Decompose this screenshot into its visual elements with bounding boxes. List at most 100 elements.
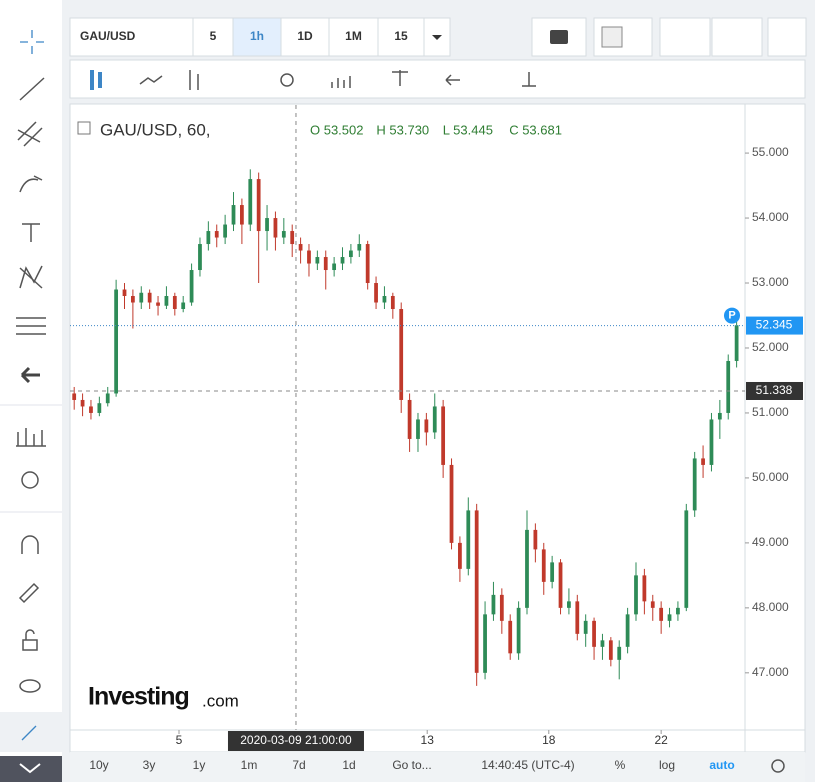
- collapse-legend[interactable]: [77, 121, 91, 135]
- y-tick-label: 54.000: [752, 210, 789, 224]
- bars-btn[interactable]: [189, 70, 199, 90]
- fib-tool[interactable]: [17, 121, 43, 147]
- candle-body: [726, 360, 731, 413]
- candle-body: [692, 458, 697, 511]
- range-button[interactable]: 1m: [241, 758, 258, 772]
- candles-btn[interactable]: [90, 70, 102, 90]
- candle-body: [684, 510, 689, 608]
- crosshair-time: 2020-03-09 21:00:00: [240, 733, 352, 747]
- cloud-load[interactable]: [659, 17, 711, 57]
- x-tick-label: 5: [176, 733, 183, 747]
- link-tool[interactable]: [21, 725, 37, 741]
- candle-body: [323, 257, 328, 271]
- candle-body: [89, 406, 93, 413]
- line-btn[interactable]: [139, 75, 163, 85]
- visibility[interactable]: [19, 679, 41, 693]
- undo-btn[interactable]: [445, 74, 460, 86]
- interval-label: 1h: [250, 29, 264, 43]
- range-button[interactable]: 7d: [292, 758, 305, 772]
- compare-btn[interactable]: [392, 70, 408, 86]
- last-price-box: [746, 316, 803, 335]
- link-bg: [0, 712, 62, 752]
- candle-body: [273, 218, 278, 238]
- range-button[interactable]: 1d: [342, 758, 355, 772]
- interval-button[interactable]: [377, 17, 425, 57]
- interval-label: 1D: [297, 29, 313, 43]
- line-tool[interactable]: [19, 77, 45, 101]
- lock-drawing[interactable]: [18, 582, 40, 604]
- settings-btn[interactable]: [280, 73, 294, 87]
- y-tick-label: 52.000: [752, 340, 789, 354]
- x-tick-label: 18: [542, 733, 556, 747]
- range-button[interactable]: 3y: [143, 758, 156, 772]
- candle-body: [172, 296, 177, 310]
- x-tick-label: 13: [421, 733, 435, 747]
- chart-settings[interactable]: [771, 759, 785, 773]
- y-tick-label: 50.000: [752, 470, 789, 484]
- candle-body: [290, 231, 295, 245]
- logo-main: Investing: [88, 683, 189, 711]
- last-badge: [724, 307, 740, 324]
- camera-icon: [550, 30, 568, 44]
- pattern-tool[interactable]: [19, 265, 43, 289]
- symbol[interactable]: GAU/USD: [80, 29, 136, 43]
- candle-body: [491, 594, 496, 615]
- candle-body: [223, 224, 228, 238]
- unlock[interactable]: [22, 629, 38, 651]
- candle-body: [332, 263, 337, 271]
- candle-body: [164, 296, 169, 306]
- candle-body: [432, 406, 437, 433]
- y-tick-label: 53.000: [752, 275, 789, 289]
- indicators-btn[interactable]: [331, 76, 351, 88]
- brush-tool[interactable]: [19, 175, 43, 193]
- interval-dropdown[interactable]: [432, 35, 442, 40]
- range-button[interactable]: 10y: [89, 758, 108, 772]
- option-button[interactable]: auto: [709, 758, 734, 772]
- option-button[interactable]: %: [615, 758, 626, 772]
- candle-body: [550, 562, 555, 582]
- candle-body: [592, 620, 596, 647]
- candle-body: [499, 594, 504, 621]
- hide-tools[interactable]: [20, 366, 40, 384]
- candle-body: [156, 302, 160, 306]
- candle-body: [214, 231, 219, 238]
- candle-body: [441, 406, 446, 465]
- top-toolbar: GAU/USD 5 1h 1D 1M 15: [69, 17, 807, 99]
- goto-button[interactable]: Go to...: [392, 758, 431, 772]
- candle-body: [72, 393, 77, 400]
- candle-body: [281, 231, 286, 238]
- candle-body: [198, 244, 202, 271]
- option-button[interactable]: log: [659, 758, 675, 772]
- candle-body: [131, 296, 135, 303]
- candle-body: [701, 458, 705, 465]
- chart-title: GAU/USD, 60,: [100, 120, 211, 139]
- interval-button[interactable]: [280, 17, 330, 57]
- y-tick-label: 55.000: [752, 145, 789, 159]
- text-tool[interactable]: [22, 223, 40, 242]
- measure-tool[interactable]: [16, 317, 46, 335]
- candle-body: [139, 292, 144, 303]
- candle-body: [449, 464, 454, 543]
- fullscreen[interactable]: [767, 17, 807, 57]
- candle-body: [650, 601, 655, 608]
- candle-body: [240, 205, 244, 225]
- sidebar: [0, 0, 62, 782]
- magnet-tool[interactable]: [21, 535, 39, 554]
- interval-button[interactable]: [232, 17, 282, 57]
- y-tick-label: 47.000: [752, 665, 789, 679]
- tools-bar: [69, 59, 806, 99]
- candle-body: [600, 640, 605, 647]
- interval-button[interactable]: [192, 17, 234, 57]
- candle-body: [399, 309, 404, 400]
- crosshair-tool[interactable]: [20, 30, 44, 54]
- zoom-tool[interactable]: [21, 471, 39, 489]
- range-button[interactable]: 1y: [193, 758, 206, 772]
- chart-type[interactable]: [16, 428, 46, 447]
- alert-btn[interactable]: [522, 72, 536, 87]
- collapse[interactable]: [0, 756, 62, 782]
- y-tick-label: 49.000: [752, 535, 789, 549]
- candle-body: [374, 283, 378, 303]
- cloud-save[interactable]: [711, 17, 763, 57]
